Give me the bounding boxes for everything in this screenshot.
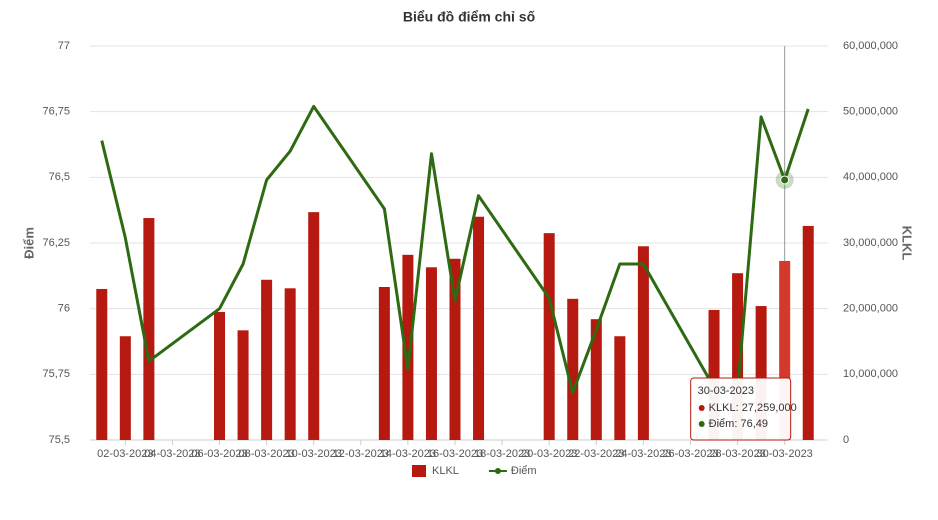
grid: 75,5 75,75 76 76,25 76,5 76,75 77 0 10,000,000 20… bbox=[42, 40, 898, 460]
x-tick-label: 28-03-2023 bbox=[709, 448, 765, 460]
legend-marker bbox=[494, 468, 501, 474]
bar bbox=[755, 306, 767, 440]
bar bbox=[214, 311, 226, 440]
chart-title: Biểu đồ điểm chỉ số bbox=[403, 9, 536, 25]
legend-item[interactable]: Điểm bbox=[488, 465, 537, 477]
y2-tick-label: 10,000,000 bbox=[843, 368, 898, 380]
legend-label: KLKL bbox=[432, 465, 459, 477]
bar bbox=[567, 298, 579, 440]
legend[interactable]: KLKL Điểm bbox=[412, 465, 537, 477]
bar bbox=[614, 336, 626, 440]
y-tick-label: 75,5 bbox=[49, 434, 70, 446]
bar bbox=[708, 309, 720, 440]
x-tick-label: 12-03-2023 bbox=[333, 448, 389, 460]
y-tick-label: 76 bbox=[58, 303, 70, 315]
x-tick-label: 24-03-2023 bbox=[615, 448, 671, 460]
tooltip-row: Điểm: 76,49 bbox=[709, 418, 768, 430]
tooltip-bullet bbox=[698, 421, 705, 427]
x-tick-label: 04-03-2023 bbox=[144, 448, 200, 460]
x-tick-label: 06-03-2023 bbox=[191, 448, 247, 460]
y2-axis-title: KLKL bbox=[900, 226, 915, 261]
x-tick-label: 16-03-2023 bbox=[427, 448, 483, 460]
x-tick-label: 02-03-2023 bbox=[97, 448, 153, 460]
bar bbox=[732, 273, 744, 440]
y2-tick-label: 50,000,000 bbox=[843, 106, 898, 118]
x-tick-label: 30-03-2023 bbox=[757, 448, 813, 460]
y-axis-title: Điểm bbox=[21, 227, 36, 259]
y2-tick-label: 30,000,000 bbox=[843, 237, 898, 249]
x-tick-label: 20-03-2023 bbox=[521, 448, 577, 460]
y2-tick-label: 20,000,000 bbox=[843, 303, 898, 315]
point-marker bbox=[780, 175, 790, 185]
bar bbox=[261, 279, 273, 440]
bar bbox=[473, 216, 485, 440]
y-tick-label: 76,25 bbox=[42, 237, 70, 249]
x-tick-label: 22-03-2023 bbox=[568, 448, 624, 460]
bar bbox=[284, 288, 296, 440]
bar bbox=[119, 336, 131, 440]
bar bbox=[449, 258, 461, 440]
bar bbox=[590, 319, 602, 440]
bar bbox=[237, 330, 249, 440]
tooltip-row: KLKL: 27,259,000 bbox=[709, 402, 797, 414]
bar bbox=[308, 212, 320, 440]
bar bbox=[637, 246, 649, 440]
tooltip-title: 30-03-2023 bbox=[698, 385, 754, 397]
bar bbox=[543, 233, 555, 440]
bar bbox=[802, 225, 814, 440]
y2-tick-label: 60,000,000 bbox=[843, 40, 898, 52]
y-tick-label: 76,75 bbox=[42, 106, 70, 118]
bar bbox=[779, 260, 791, 440]
bar bbox=[378, 286, 390, 440]
x-tick-label: 26-03-2023 bbox=[662, 448, 718, 460]
legend-label: Điểm bbox=[511, 465, 537, 477]
x-tick-label: 10-03-2023 bbox=[286, 448, 342, 460]
y-tick-label: 76,5 bbox=[49, 171, 70, 183]
y-tick-label: 77 bbox=[58, 40, 70, 52]
y-tick-label: 75,75 bbox=[42, 368, 70, 380]
x-tick-label: 18-03-2023 bbox=[474, 448, 530, 460]
tooltip-bullet bbox=[698, 405, 705, 411]
bar bbox=[143, 218, 155, 440]
y2-tick-label: 40,000,000 bbox=[843, 171, 898, 183]
legend-item[interactable]: KLKL bbox=[412, 465, 459, 477]
x-tick-label: 08-03-2023 bbox=[238, 448, 294, 460]
plot-area bbox=[96, 104, 814, 440]
bar bbox=[402, 254, 414, 440]
bar bbox=[96, 288, 108, 440]
legend-swatch bbox=[412, 465, 426, 477]
y2-tick-label: 0 bbox=[843, 434, 849, 446]
x-tick-label: 14-03-2023 bbox=[380, 448, 436, 460]
tooltip-box bbox=[690, 377, 792, 441]
bar bbox=[425, 267, 437, 440]
tooltip: 30-03-2023 KLKL: 27,259,000 Điểm: 76,49 bbox=[690, 377, 797, 441]
